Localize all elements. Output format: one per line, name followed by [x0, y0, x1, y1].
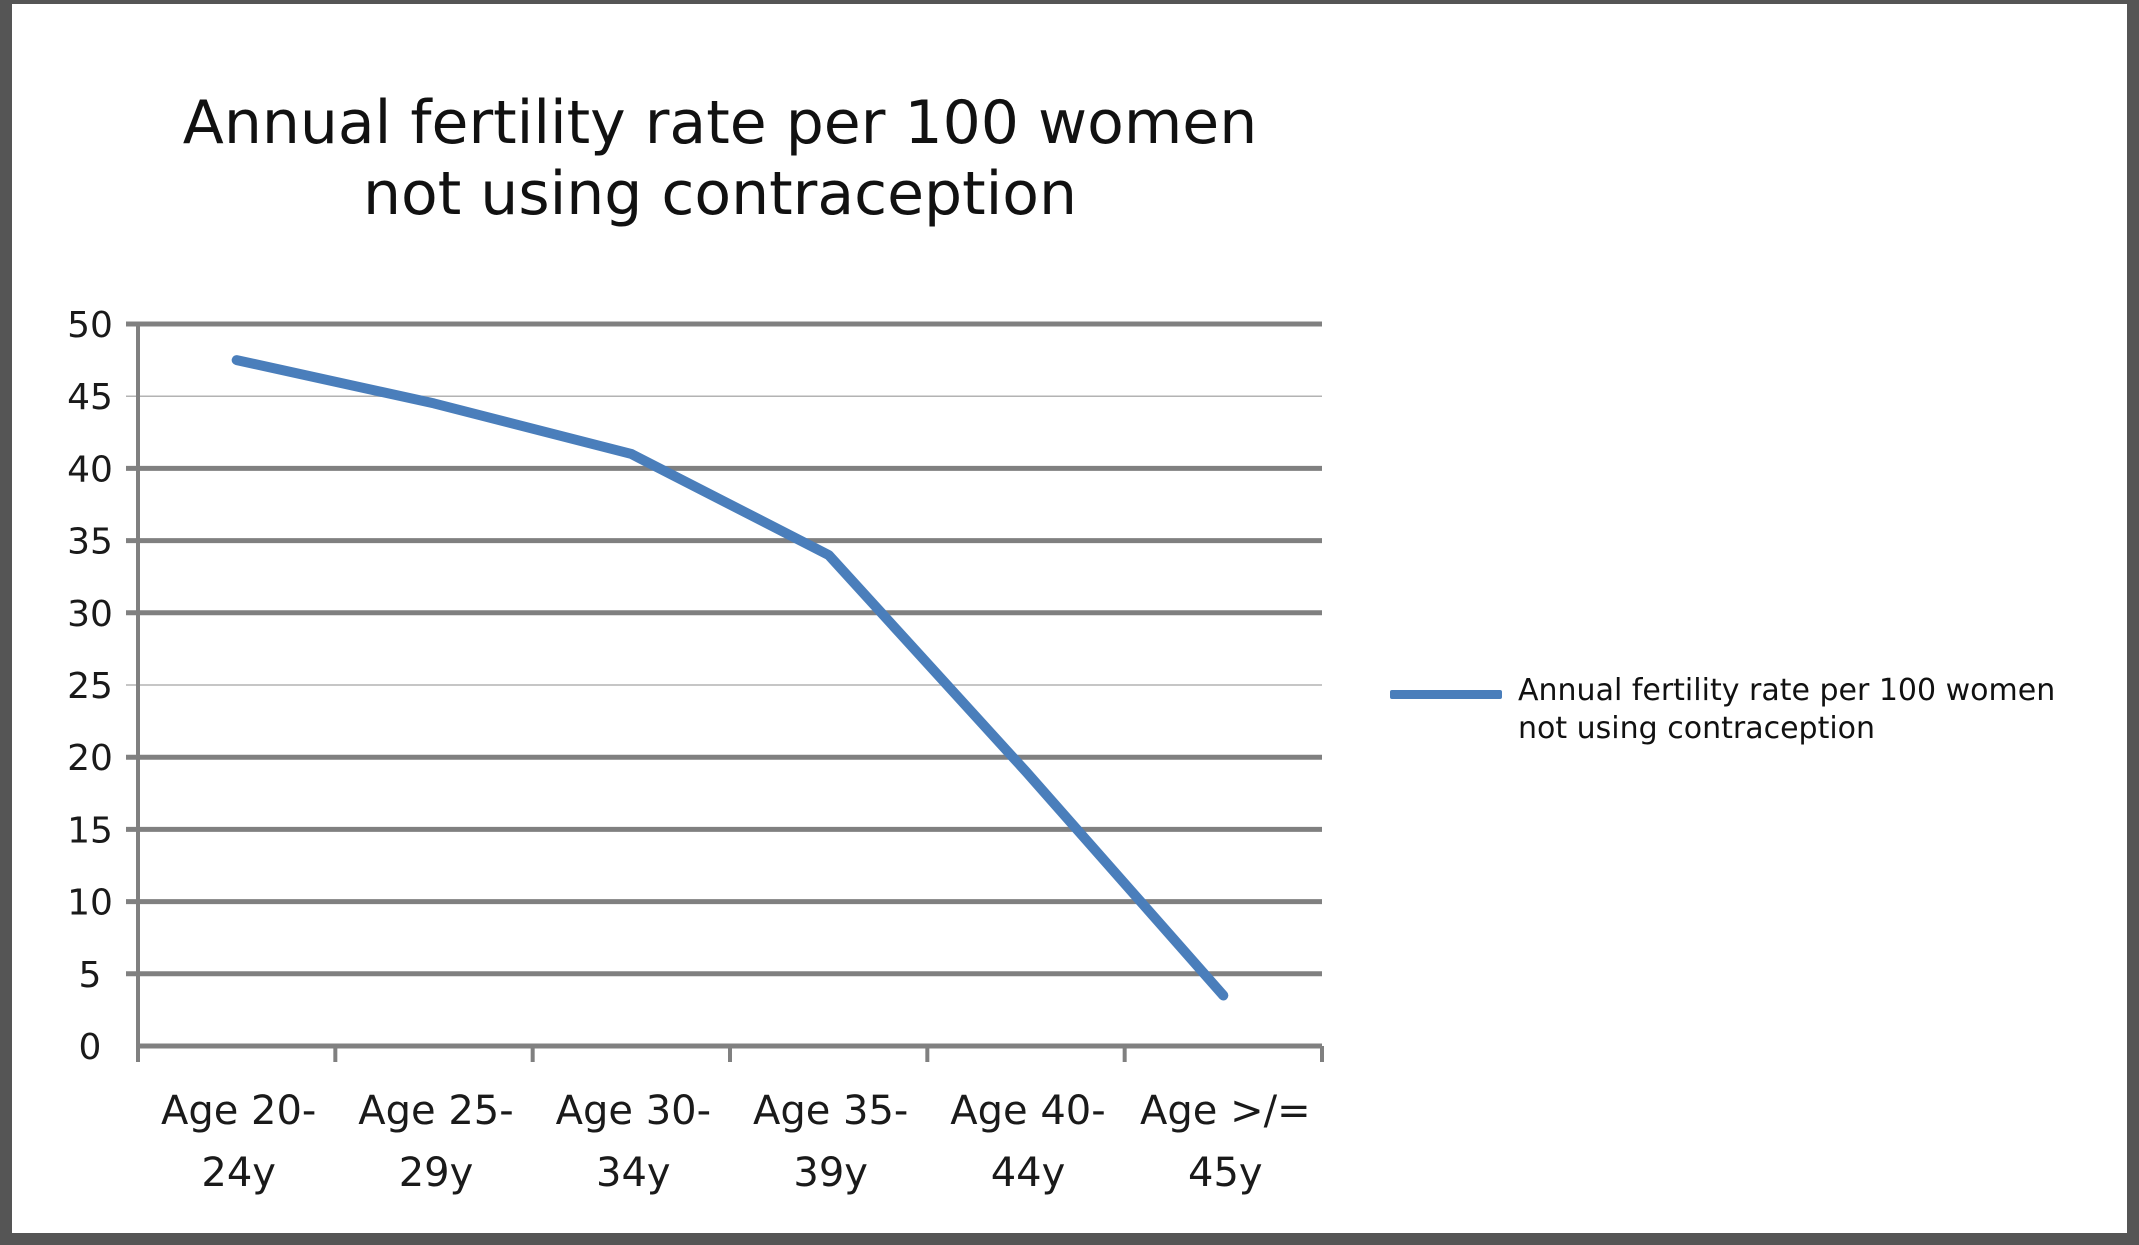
- x-tick-label: 24y: [201, 1150, 276, 1196]
- x-tick-label: Age 25-: [358, 1088, 513, 1134]
- chart-title-line-2: not using contraception: [362, 159, 1078, 229]
- y-tick-label: 40: [67, 449, 113, 490]
- x-tick-label: Age 40-: [950, 1088, 1105, 1134]
- y-tick-label: 30: [67, 594, 113, 635]
- y-tick-label: 25: [67, 666, 113, 707]
- legend-label: Annual fertility rate per 100 women not …: [1518, 673, 2056, 746]
- chart-title: Annual fertility rate per 100 women not …: [100, 88, 1340, 230]
- y-tick-label: 20: [67, 738, 113, 779]
- y-tick-label: 35: [67, 522, 113, 563]
- y-tick-label: 10: [67, 883, 113, 924]
- legend-swatch: [1390, 690, 1502, 699]
- y-tick-label: 50: [67, 305, 113, 346]
- series-line: [231, 355, 1229, 1001]
- chart-title-line-1: Annual fertility rate per 100 women: [182, 88, 1258, 158]
- x-tick-label: Age >/=: [1140, 1088, 1311, 1134]
- legend: Annual fertility rate per 100 women not …: [1390, 672, 2058, 748]
- x-tick-label: 29y: [399, 1150, 474, 1196]
- x-tick-label: 44y: [991, 1150, 1066, 1196]
- x-tick-label: Age 35-: [753, 1088, 908, 1134]
- x-tick-label: Age 30-: [556, 1088, 711, 1134]
- x-tick-label: 45y: [1188, 1150, 1263, 1196]
- y-tick-label: 15: [67, 810, 113, 851]
- x-tick-label: 39y: [793, 1150, 868, 1196]
- y-tick-label: 5: [79, 955, 102, 996]
- x-tick-label: Age 20-: [161, 1088, 316, 1134]
- x-tick-label: 34y: [596, 1150, 671, 1196]
- y-tick-label: 0: [79, 1027, 102, 1068]
- y-tick-label: 45: [67, 377, 113, 418]
